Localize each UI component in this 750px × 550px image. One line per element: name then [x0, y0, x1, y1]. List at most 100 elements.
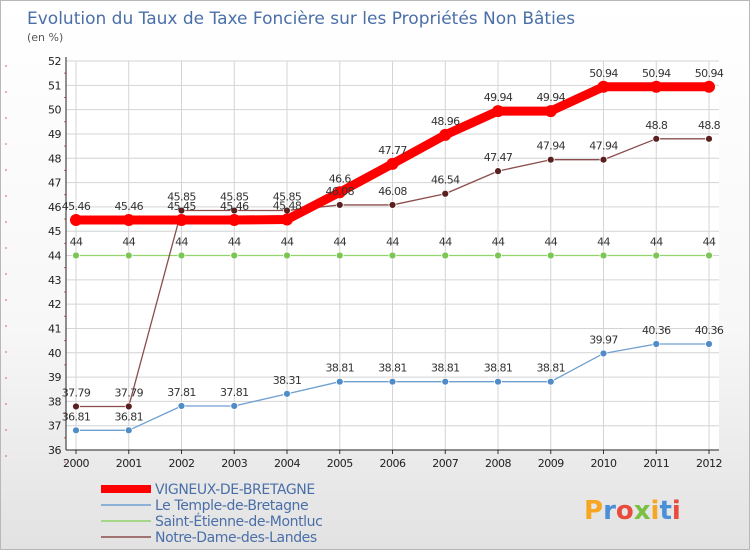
- data-point: [283, 389, 291, 398]
- x-tick-label: 2011: [643, 457, 669, 470]
- data-point: [494, 167, 502, 176]
- data-point: [72, 251, 80, 260]
- y-tick-label: 40: [48, 347, 61, 360]
- y-tick-label: 36: [48, 444, 61, 457]
- data-point: [335, 377, 344, 386]
- x-tick-labels: 2000 2001 2002 2003 2004 2005 2006 2007 2008 2009…: [63, 457, 723, 470]
- logo-letter: i: [672, 496, 681, 526]
- data-label: 44: [228, 236, 241, 249]
- data-label: 48.8: [698, 119, 721, 132]
- data-label: 40.36: [642, 324, 671, 337]
- data-label: 46.6: [329, 172, 352, 185]
- data-label: 44: [281, 236, 294, 249]
- data-point: [335, 251, 344, 260]
- labels-saint-etienne-de-montluc: 44 44 44 44 44 44 44 44 44 44 44 44 44: [70, 236, 717, 249]
- data-label: 46.08: [326, 185, 355, 198]
- legend-label: Notre-Dame-des-Landes: [155, 530, 317, 546]
- data-point: [599, 155, 608, 164]
- data-label: 47.94: [537, 140, 566, 153]
- data-point: [177, 402, 186, 410]
- data-labels-layer: 37.79 37.79 45.85 45.85 45.85 46.08 46.08 46.54…: [62, 67, 725, 424]
- data-point: [386, 157, 399, 170]
- y-tick-label: 48: [48, 152, 61, 165]
- data-point: [599, 251, 608, 260]
- data-label: 44: [333, 236, 346, 249]
- logo-letter: t: [659, 496, 671, 526]
- data-label: 37.79: [62, 386, 91, 399]
- x-tick-label: 2000: [63, 457, 89, 470]
- data-label: 38.81: [537, 362, 566, 375]
- y-tick-label: 39: [48, 371, 61, 384]
- proxiti-logo-text: Proxiti: [584, 496, 681, 526]
- data-point: [494, 251, 502, 260]
- x-tick-label: 2006: [380, 457, 406, 470]
- data-label: 45.85: [220, 191, 249, 204]
- data-point: [333, 186, 346, 199]
- data-label: 47.47: [484, 151, 513, 164]
- data-label: 44: [650, 236, 663, 249]
- data-label: 38.81: [484, 362, 513, 375]
- data-point: [124, 251, 133, 260]
- data-label: 44: [703, 236, 716, 249]
- data-label: 36.81: [115, 410, 144, 423]
- data-point: [652, 134, 661, 143]
- data-label: 40.36: [695, 324, 724, 337]
- data-point: [544, 105, 557, 118]
- x-tick-label: 2002: [169, 457, 195, 470]
- data-point: [650, 80, 663, 93]
- data-label: 45.45: [167, 200, 196, 213]
- y-tick-label: 38: [48, 395, 61, 408]
- data-point: [703, 80, 715, 93]
- y-tick-label: 52: [48, 55, 61, 68]
- y-tick-label: 50: [48, 104, 61, 117]
- data-label: 45.46: [220, 200, 249, 213]
- series-le-temple-de-bretagne: [72, 340, 713, 435]
- x-tick-label: 2007: [432, 457, 458, 470]
- data-point: [492, 105, 504, 118]
- y-tick-label: 45: [48, 225, 61, 238]
- labels-le-temple-de-bretagne: 36.81 36.81 37.81 37.81 38.31 38.81 38.81 38.81…: [62, 324, 725, 423]
- data-point: [230, 402, 239, 410]
- data-label: 45.46: [62, 200, 91, 213]
- data-label: 39.97: [589, 333, 618, 346]
- data-label: 38.81: [431, 362, 460, 375]
- data-point: [335, 201, 344, 209]
- x-tick-label: 2008: [485, 457, 511, 470]
- data-label: 46.54: [431, 174, 460, 187]
- y-tick-label: 37: [48, 420, 61, 433]
- legend-item-notre-dame-des-landes: Notre-Dame-des-Landes: [101, 530, 317, 546]
- series-vigneux-de-bretagne: [70, 80, 715, 227]
- data-point: [652, 251, 661, 260]
- data-point: [388, 201, 397, 209]
- series-notre-dame-des-landes: [72, 134, 713, 411]
- data-point: [228, 214, 241, 227]
- legend-label: VIGNEUX-DE-BRETAGNE: [155, 482, 315, 498]
- data-point: [175, 214, 188, 227]
- data-point: [705, 340, 713, 348]
- data-label: 38.31: [273, 374, 302, 387]
- y-tick-label: 47: [48, 177, 61, 190]
- data-label: 38.81: [326, 362, 355, 375]
- data-label: 49.94: [537, 91, 566, 104]
- data-point: [439, 128, 452, 141]
- logo-letter: P: [584, 496, 603, 526]
- data-label: 45.85: [167, 191, 196, 204]
- data-point: [230, 251, 239, 260]
- y-tick-label: 41: [48, 322, 61, 335]
- data-label: 44: [492, 236, 505, 249]
- data-label: 45.48: [273, 200, 302, 213]
- x-tick-label: 2009: [538, 457, 564, 470]
- data-label: 38.81: [378, 362, 407, 375]
- data-point: [494, 377, 502, 386]
- data-point: [441, 377, 450, 386]
- data-label: 44: [544, 236, 557, 249]
- data-label: 44: [597, 236, 610, 249]
- data-point: [441, 189, 450, 198]
- y-tick-label: 46: [48, 201, 61, 214]
- data-point: [546, 251, 555, 260]
- x-tick-label: 2004: [274, 457, 300, 470]
- data-label: 50.94: [642, 67, 671, 80]
